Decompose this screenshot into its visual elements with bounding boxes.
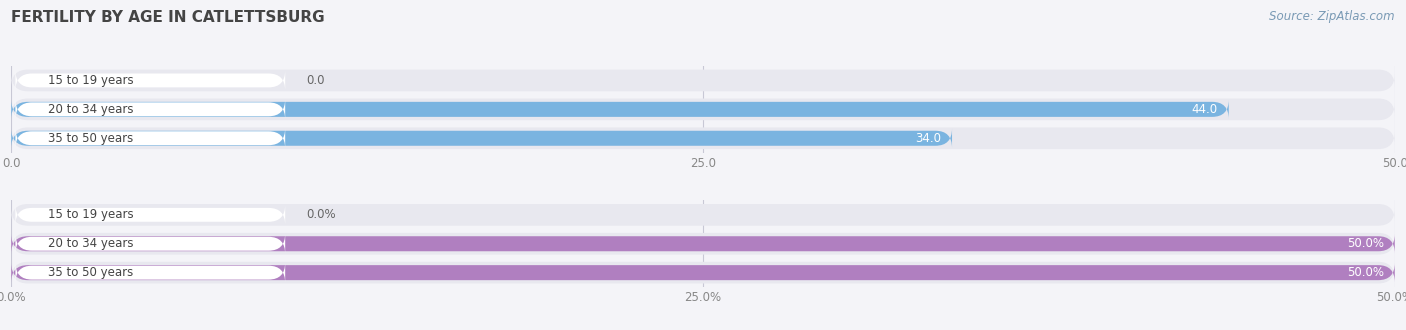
FancyBboxPatch shape xyxy=(11,233,1395,254)
FancyBboxPatch shape xyxy=(15,262,285,283)
Text: 0.0: 0.0 xyxy=(307,74,325,87)
FancyBboxPatch shape xyxy=(15,233,285,254)
Text: Source: ZipAtlas.com: Source: ZipAtlas.com xyxy=(1270,10,1395,23)
FancyBboxPatch shape xyxy=(15,99,285,120)
Text: FERTILITY BY AGE IN CATLETTSBURG: FERTILITY BY AGE IN CATLETTSBURG xyxy=(11,10,325,25)
FancyBboxPatch shape xyxy=(11,234,1395,253)
Text: 50.0%: 50.0% xyxy=(1347,266,1384,279)
FancyBboxPatch shape xyxy=(11,127,1395,149)
FancyBboxPatch shape xyxy=(11,99,1395,120)
Text: 0.0%: 0.0% xyxy=(307,208,336,221)
Text: 15 to 19 years: 15 to 19 years xyxy=(48,74,134,87)
FancyBboxPatch shape xyxy=(11,263,1395,282)
Text: 20 to 34 years: 20 to 34 years xyxy=(48,237,134,250)
FancyBboxPatch shape xyxy=(11,262,1395,283)
Text: 20 to 34 years: 20 to 34 years xyxy=(48,103,134,116)
Text: 34.0: 34.0 xyxy=(915,132,941,145)
FancyBboxPatch shape xyxy=(15,70,285,91)
Text: 35 to 50 years: 35 to 50 years xyxy=(48,266,134,279)
Text: 35 to 50 years: 35 to 50 years xyxy=(48,132,134,145)
FancyBboxPatch shape xyxy=(11,70,1395,91)
FancyBboxPatch shape xyxy=(11,204,1395,226)
Text: 44.0: 44.0 xyxy=(1191,103,1218,116)
FancyBboxPatch shape xyxy=(11,128,952,148)
Text: 50.0%: 50.0% xyxy=(1347,237,1384,250)
FancyBboxPatch shape xyxy=(15,205,285,225)
Text: 15 to 19 years: 15 to 19 years xyxy=(48,208,134,221)
FancyBboxPatch shape xyxy=(15,128,285,148)
FancyBboxPatch shape xyxy=(11,100,1229,119)
